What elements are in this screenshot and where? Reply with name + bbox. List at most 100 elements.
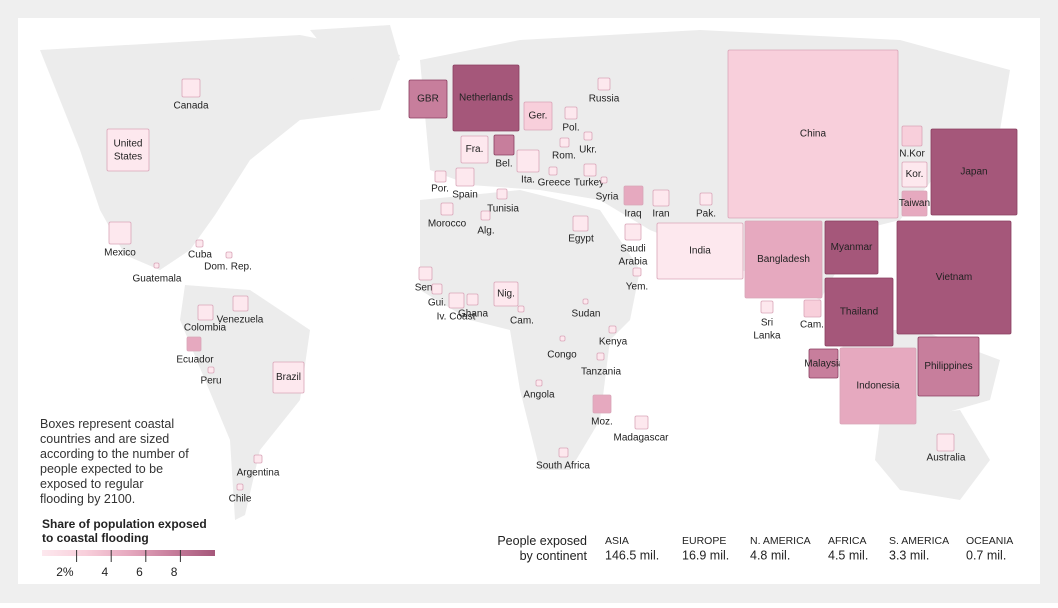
country-label: Gui. bbox=[428, 298, 446, 309]
country-box bbox=[896, 220, 1012, 335]
country-label: Japan bbox=[960, 167, 987, 178]
country-box bbox=[901, 190, 928, 217]
country-label: Angola bbox=[523, 390, 555, 401]
country-label: Chile bbox=[229, 494, 252, 505]
legend-bar bbox=[42, 550, 215, 556]
country-box bbox=[272, 361, 305, 394]
country-label: Greece bbox=[538, 178, 571, 189]
legend-tick-label: 6 bbox=[136, 565, 143, 579]
continent-name: AFRICA bbox=[828, 535, 867, 547]
country-label: Congo bbox=[547, 350, 577, 361]
country-label: South Africa bbox=[536, 461, 590, 472]
country-box bbox=[493, 281, 519, 307]
continent-name: S. AMERICA bbox=[889, 535, 949, 547]
country-label: Fra. bbox=[466, 144, 484, 155]
country-label: Dom. Rep. bbox=[204, 262, 252, 273]
country-box bbox=[496, 188, 508, 200]
country-label: Brazil bbox=[276, 372, 301, 383]
country-label: Ita. bbox=[521, 175, 535, 186]
country-box bbox=[517, 305, 525, 313]
country-label: Iv. Coast bbox=[437, 312, 476, 323]
country-label: United States bbox=[114, 138, 143, 162]
country-box bbox=[466, 293, 479, 306]
legend-tick-label: 8 bbox=[171, 565, 178, 579]
country-box bbox=[623, 185, 644, 206]
country-label: Ukr. bbox=[579, 145, 597, 156]
country-label: Pol. bbox=[562, 123, 579, 134]
country-box bbox=[548, 166, 558, 176]
country-label: Iraq bbox=[624, 209, 641, 220]
country-label: Cam. bbox=[800, 320, 824, 331]
country-label: Guatemala bbox=[133, 274, 182, 285]
continent-name: ASIA bbox=[605, 535, 629, 547]
legend-tick-label: 4 bbox=[102, 565, 109, 579]
country-box bbox=[652, 189, 670, 207]
country-box bbox=[460, 135, 489, 164]
country-box bbox=[225, 251, 233, 259]
country-box bbox=[253, 454, 263, 464]
country-label: Moz. bbox=[591, 417, 613, 428]
country-box bbox=[195, 239, 204, 248]
country-box bbox=[558, 447, 569, 458]
country-label: Morocco bbox=[428, 219, 467, 230]
country-label: Rom. bbox=[552, 151, 576, 162]
country-label: Bangladesh bbox=[757, 254, 810, 265]
country-box bbox=[803, 299, 822, 318]
country-label: Cuba bbox=[188, 250, 212, 261]
country-label: Taiwan bbox=[899, 198, 930, 209]
continent-value: 4.5 mil. bbox=[828, 548, 868, 562]
country-box bbox=[839, 347, 917, 425]
country-label: Egypt bbox=[568, 234, 594, 245]
country-label: N.Kor bbox=[899, 149, 925, 160]
country-label: Saudi Arabia bbox=[619, 243, 648, 267]
country-label: Canada bbox=[173, 101, 208, 112]
country-box bbox=[452, 64, 520, 132]
country-box bbox=[901, 161, 928, 188]
country-label: GBR bbox=[417, 94, 439, 105]
country-box bbox=[596, 352, 605, 361]
country-box bbox=[572, 215, 589, 232]
country-box bbox=[186, 336, 202, 352]
country-box bbox=[108, 221, 132, 245]
country-label: Netherlands bbox=[459, 93, 513, 104]
country-box bbox=[440, 202, 454, 216]
country-box bbox=[634, 415, 649, 430]
country-box bbox=[516, 149, 540, 173]
country-label: India bbox=[689, 246, 711, 257]
continent-value: 146.5 mil. bbox=[605, 548, 659, 562]
country-label: Ghana bbox=[458, 309, 488, 320]
country-box bbox=[930, 128, 1018, 216]
country-box bbox=[232, 295, 249, 312]
country-label: Syria bbox=[596, 192, 619, 203]
country-box bbox=[608, 325, 617, 334]
continent-value: 0.7 mil. bbox=[966, 548, 1006, 562]
country-box bbox=[600, 176, 608, 184]
country-label: Venezuela bbox=[217, 315, 264, 326]
country-label: Thailand bbox=[840, 307, 878, 318]
country-box bbox=[624, 223, 642, 241]
country-label: Nig. bbox=[497, 289, 515, 300]
country-box bbox=[480, 210, 491, 221]
country-box bbox=[535, 379, 543, 387]
country-label: Yem. bbox=[626, 282, 648, 293]
country-box bbox=[236, 483, 244, 491]
country-label: China bbox=[800, 129, 827, 140]
country-box bbox=[824, 277, 894, 347]
country-label: Malaysia bbox=[804, 359, 844, 370]
country-label: Sri Lanka bbox=[753, 317, 781, 341]
country-box bbox=[808, 348, 839, 379]
country-label: Pak. bbox=[696, 209, 716, 220]
country-box bbox=[564, 106, 578, 120]
country-label: Philippines bbox=[924, 361, 972, 372]
country-box bbox=[559, 335, 566, 342]
country-label: Mexico bbox=[104, 248, 136, 259]
country-label: Madagascar bbox=[613, 433, 669, 444]
continent-value: 16.9 mil. bbox=[682, 548, 729, 562]
continent-name: N. AMERICA bbox=[750, 535, 811, 547]
country-label: Tunisia bbox=[487, 204, 519, 215]
continent-value: 4.8 mil. bbox=[750, 548, 790, 562]
country-box bbox=[582, 298, 589, 305]
country-label: Sen. bbox=[415, 283, 436, 294]
continent-value: 3.3 mil. bbox=[889, 548, 929, 562]
